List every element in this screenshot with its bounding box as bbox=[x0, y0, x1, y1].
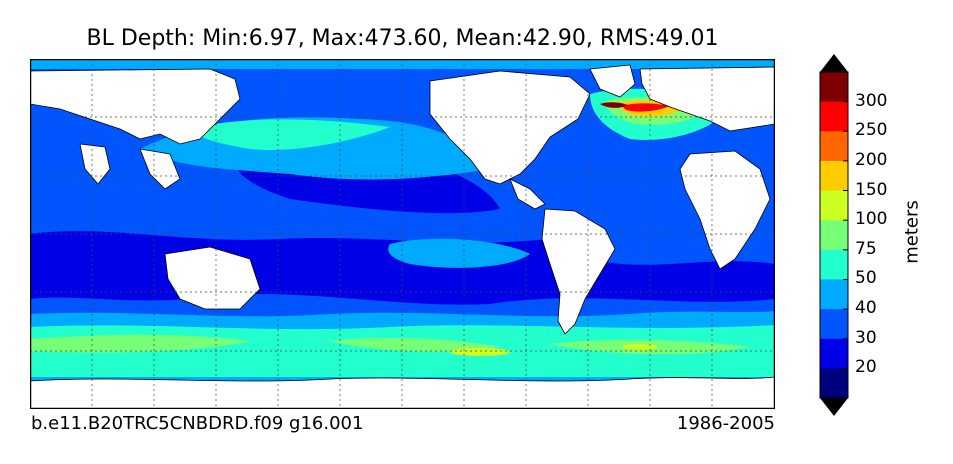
colorbar-swatch bbox=[820, 72, 848, 103]
north-atlantic-band-300 bbox=[600, 102, 628, 108]
contour-band-100-atlantic bbox=[622, 344, 658, 350]
colorbar-frame bbox=[819, 71, 849, 399]
colorbar-units: meters bbox=[901, 200, 923, 264]
eurasia-west bbox=[639, 66, 775, 132]
india bbox=[79, 143, 111, 185]
map-frame bbox=[30, 59, 775, 409]
ocean-map bbox=[30, 59, 775, 409]
colorbar bbox=[819, 54, 849, 416]
colorbar-swatch bbox=[820, 368, 848, 399]
contour-band-75-indian bbox=[30, 334, 250, 353]
eurasia-east bbox=[30, 68, 241, 145]
colorbar-swatch bbox=[820, 249, 848, 280]
colorbar-swatch bbox=[820, 338, 848, 369]
contour-band-100 bbox=[450, 348, 510, 356]
colorbar-tick-label: 300 bbox=[855, 90, 888, 111]
colorbar-swatch bbox=[820, 220, 848, 251]
colorbar-tick-label: 250 bbox=[855, 120, 888, 141]
colorbar-swatch bbox=[820, 160, 848, 192]
contour-band-75-pacific bbox=[330, 338, 500, 352]
colorbar-tick-label: 40 bbox=[855, 298, 877, 319]
colorbar-swatch bbox=[820, 190, 848, 221]
southeast-asia bbox=[139, 148, 181, 190]
north-america bbox=[429, 70, 591, 185]
colorbar-tick-label: 50 bbox=[855, 268, 877, 289]
colorbar-swatch bbox=[820, 131, 848, 162]
colorbar-swatch bbox=[820, 101, 848, 132]
central-america bbox=[509, 178, 546, 210]
colorbar-tick-label: 200 bbox=[855, 149, 888, 170]
gridlines bbox=[30, 59, 775, 409]
plot-title: BL Depth: Min:6.97, Max:473.60, Mean:42.… bbox=[86, 26, 719, 51]
arctic-band bbox=[30, 59, 775, 69]
antarctica bbox=[30, 376, 775, 409]
greenland bbox=[589, 64, 636, 98]
period-label: 1986-2005 bbox=[676, 413, 775, 434]
north-atlantic-band-250 bbox=[622, 103, 670, 112]
colorbar-swatch bbox=[820, 309, 848, 340]
australia bbox=[164, 246, 261, 310]
case-label: b.e11.B20TRC5CNBDRD.f09 g16.001 bbox=[31, 413, 364, 434]
colorbar-tick-label: 150 bbox=[855, 179, 888, 200]
colorbar-tick-label: 75 bbox=[855, 238, 877, 259]
africa bbox=[679, 150, 771, 270]
south-america bbox=[541, 208, 616, 335]
colorbar-tick-label: 20 bbox=[855, 357, 877, 378]
contour-band-40-south-pacific bbox=[388, 238, 530, 268]
colorbar-extend-min bbox=[820, 398, 848, 416]
colorbar-extend-max bbox=[820, 54, 848, 72]
colorbar-tick-label: 30 bbox=[855, 327, 877, 348]
colorbar-tick-label: 100 bbox=[855, 209, 888, 230]
contour-band-50-north-pacific bbox=[190, 119, 390, 150]
colorbar-swatch bbox=[820, 279, 848, 310]
